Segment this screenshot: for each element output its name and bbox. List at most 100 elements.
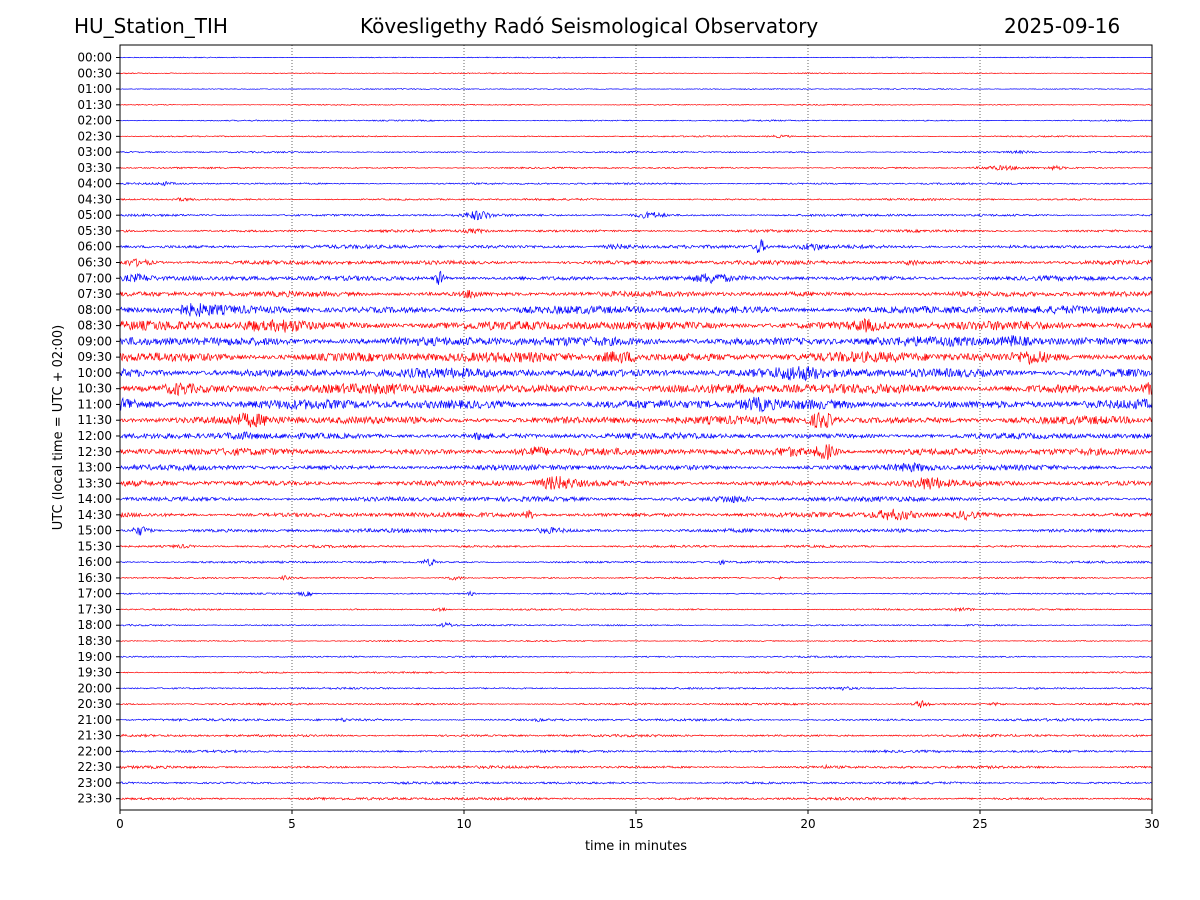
x-axis-ticks: 0 5 10 15 20 25 30 [116,810,1160,831]
seismic-trace-1330 [119,476,1153,490]
seismic-trace-0730 [119,289,1153,300]
seismic-trace-1630 [120,574,1153,581]
x-axis-label: time in minutes [585,839,687,854]
y-tick-label: 22:00 [77,744,112,758]
seismic-trace-0100 [119,88,1153,91]
seismic-trace-0600 [119,239,1153,253]
seismic-trace-1730 [119,606,1153,613]
seismic-trace-2030 [119,700,1153,709]
y-tick-label: 17:30 [77,602,112,616]
y-tick-label: 23:00 [77,776,112,790]
y-tick-label: 08:00 [77,303,112,317]
x-tick-label: 0 [116,817,124,831]
y-tick-label: 05:00 [77,208,112,222]
seismic-trace-1300 [120,461,1153,473]
seismic-trace-0130 [119,103,1153,106]
seismic-trace-0930 [119,350,1153,365]
seismic-trace-0530 [119,227,1153,235]
y-tick-label: 02:00 [77,114,112,128]
seismic-trace-0000 [119,56,1152,59]
y-tick-label: 15:00 [77,524,112,538]
x-tick-label: 20 [800,817,815,831]
y-tick-label: 19:30 [77,666,112,680]
y-tick-label: 15:30 [77,539,112,553]
seismic-trace-1230 [119,444,1153,460]
seismic-trace-1930 [119,670,1153,675]
seismic-trace-2000 [119,686,1153,691]
seismic-trace-1700 [119,590,1153,597]
seismic-trace-0330 [119,164,1153,172]
seismic-trace-1400 [119,495,1153,504]
y-tick-label: 09:30 [77,350,112,364]
y-tick-label: 07:00 [77,271,112,285]
seismic-trace-0400 [119,181,1153,187]
seismic-trace-1430 [119,508,1153,522]
seismic-trace-1100 [119,396,1153,413]
y-tick-label: 01:30 [77,98,112,112]
seismic-trace-0900 [119,335,1153,348]
seismic-trace-0630 [119,258,1153,268]
y-tick-label: 09:00 [77,334,112,348]
seismic-trace-1130 [119,411,1153,429]
seismic-trace-1030 [119,382,1153,397]
y-tick-label: 13:00 [77,461,112,475]
y-tick-label: 14:30 [77,508,112,522]
seismic-trace-0830 [119,317,1153,333]
y-tick-label: 11:30 [77,413,112,427]
seismic-trace-0030 [119,72,1152,75]
seismic-trace-2130 [119,733,1153,738]
y-tick-label: 04:30 [77,192,112,206]
y-tick-label: 05:30 [77,224,112,238]
seismic-trace-2230 [119,763,1153,770]
x-tick-label: 25 [972,817,987,831]
seismic-trace-2330 [119,796,1153,802]
y-tick-label: 20:30 [77,697,112,711]
y-tick-label: 06:00 [77,240,112,254]
y-tick-label: 16:00 [77,555,112,569]
y-tick-label: 02:30 [77,129,112,143]
y-tick-label: 07:30 [77,287,112,301]
y-tick-label: 03:00 [77,145,112,159]
observatory-title: Kövesligethy Radó Seismological Observat… [360,14,819,38]
y-tick-label: 13:30 [77,476,112,490]
y-tick-label: 21:30 [77,729,112,743]
y-tick-label: 23:30 [77,792,112,806]
seismic-trace-2200 [119,749,1153,754]
seismic-trace-1600 [119,558,1153,567]
seismic-traces [119,56,1153,802]
seismic-trace-0200 [119,119,1153,122]
seismic-trace-0430 [119,197,1153,202]
seismic-trace-0230 [119,134,1153,139]
y-tick-label: 01:00 [77,82,112,96]
y-tick-label: 00:30 [77,66,112,80]
seismic-trace-1500 [119,526,1153,536]
seismic-trace-1200 [119,431,1153,441]
x-tick-label: 30 [1144,817,1159,831]
y-tick-label: 04:00 [77,177,112,191]
seismic-trace-0800 [119,303,1153,317]
y-tick-label: 08:30 [77,319,112,333]
x-tick-label: 5 [288,817,296,831]
y-tick-label: 16:30 [77,571,112,585]
seismic-trace-0700 [119,270,1153,285]
grid-lines [291,45,981,810]
y-tick-label: 21:00 [77,713,112,727]
y-tick-label: 10:00 [77,366,112,380]
seismic-trace-2300 [119,780,1153,786]
y-tick-label: 10:30 [77,382,112,396]
seismic-trace-1830 [119,639,1153,643]
seismic-trace-0300 [119,149,1153,155]
seismic-trace-1530 [119,543,1153,549]
x-tick-label: 10 [456,817,471,831]
y-tick-label: 17:00 [77,587,112,601]
y-tick-label: 06:30 [77,256,112,270]
seismic-trace-2100 [119,717,1153,723]
y-tick-label: 19:00 [77,650,112,664]
y-tick-label: 12:00 [77,429,112,443]
y-tick-label: 18:00 [77,618,112,632]
seismic-trace-1000 [119,366,1153,382]
y-tick-label: 00:00 [77,51,112,65]
x-tick-label: 15 [628,817,643,831]
seismic-trace-0500 [119,210,1153,221]
